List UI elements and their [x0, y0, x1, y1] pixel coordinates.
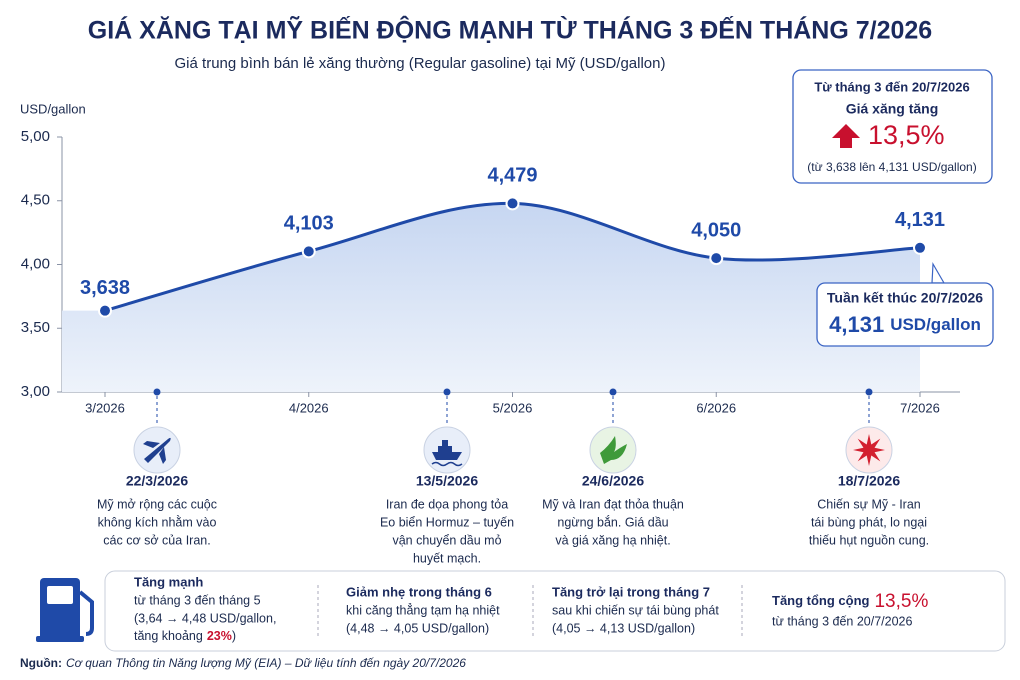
value-label: 4,103 — [284, 213, 334, 235]
event-text: Mỹ và Iran đạt thỏa thuận — [542, 497, 684, 511]
plane-icon — [143, 437, 171, 464]
event-text: và giá xăng hạ nhiệt. — [555, 533, 670, 547]
summary-dividers — [317, 585, 743, 638]
change-label: Giá xăng tăng — [846, 101, 939, 117]
y-tick-label: 4,50 — [21, 192, 50, 209]
summary-line: từ tháng 3 đến tháng 5 — [134, 593, 261, 607]
change-detail: (từ 3,638 lên 4,131 USD/gallon) — [807, 160, 976, 174]
event: 13/5/2026 Iran đe dọa phong tỏa Eo biển Ho… — [380, 388, 514, 565]
summary-highlight: 13,5% — [874, 591, 928, 612]
event-text: Mỹ mở rộng các cuộc — [97, 497, 217, 511]
event-dot — [153, 388, 161, 396]
y-tick-label: 5,00 — [21, 128, 50, 145]
event-date: 18/7/2026 — [838, 473, 900, 489]
event-text: Chiến sự Mỹ - Iran — [817, 497, 921, 511]
value-label: 3,638 — [80, 277, 130, 299]
event-dot — [865, 388, 873, 396]
event-dot — [609, 388, 617, 396]
summary-text: ) — [232, 629, 236, 643]
point — [505, 196, 520, 211]
explosion-icon — [853, 434, 885, 466]
x-tick-label: 5/2026 — [493, 400, 533, 415]
summary-line: (4,48 → 4,05 USD/gallon) — [346, 621, 489, 635]
summary-heading-line: Tăng tổng cộng 13,5% — [772, 591, 928, 612]
source: Nguồn: Cơ quan Thông tin Năng lượng Mỹ (E… — [20, 656, 466, 670]
summary-heading: Giảm nhẹ trong tháng 6 — [346, 584, 492, 599]
event-text: tái bùng phát, lo ngại — [811, 515, 927, 529]
x-tick-label: 4/2026 — [289, 400, 329, 415]
event-date: 13/5/2026 — [416, 473, 478, 489]
ship-icon — [432, 440, 462, 460]
up-arrow — [832, 124, 860, 148]
latest-value: 4,131 — [829, 312, 884, 337]
value-label: 4,479 — [487, 165, 537, 187]
area — [62, 203, 920, 392]
summary-highlight: 23% — [207, 629, 232, 643]
y-tick-label: 3,00 — [21, 383, 50, 400]
event-text: huyết mạch. — [413, 551, 481, 565]
summary-line: (3,64 → 4,48 USD/gallon, — [134, 611, 276, 625]
event-text: vận chuyển dầu mỏ — [392, 533, 501, 547]
latest-value-line: 4,131 USD/gallon — [829, 312, 981, 337]
event-text: không kích nhằm vào — [98, 514, 217, 529]
events: 22/3/2026 Mỹ mở rộng các cuộc không kích n… — [97, 388, 929, 565]
chart-title: GIÁ XĂNG TẠI MỸ BIẾN ĐỘNG MẠNH TỪ THÁNG … — [88, 15, 932, 45]
point — [98, 303, 112, 318]
event-text: thiếu hụt nguồn cung. — [809, 533, 929, 547]
event: 22/3/2026 Mỹ mở rộng các cuộc không kích n… — [97, 388, 217, 547]
value-label: 4,131 — [895, 209, 945, 231]
summary-line: tăng khoảng 23%) — [134, 629, 236, 643]
chart-subtitle: Giá trung bình bán lẻ xăng thường (Regul… — [175, 55, 666, 72]
wave — [431, 461, 463, 467]
change-value: 13,5% — [868, 120, 945, 150]
event-text: Eo biển Hormuz – tuyến — [380, 515, 514, 529]
point — [913, 240, 927, 255]
event-text: Iran đe dọa phong tỏa — [386, 497, 508, 511]
event-text: các cơ sở của Iran. — [103, 533, 210, 547]
x-tick-label: 6/2026 — [696, 400, 736, 415]
source-text: Cơ quan Thông tin Năng lượng Mỹ (EIA) – … — [66, 656, 466, 670]
summary-line: từ tháng 3 đến 20/7/2026 — [772, 614, 912, 628]
summary-line: (4,05 → 4,13 USD/gallon) — [552, 621, 695, 635]
event: 18/7/2026 Chiến sự Mỹ - Iran tái bùng phát… — [809, 388, 929, 547]
plot: 3,00 3,50 4,00 4,50 5,00 3/2026 4/2026 5/2026 6/… — [21, 128, 960, 415]
summary-text: tăng khoảng — [134, 629, 203, 643]
point — [709, 251, 724, 266]
latest-box — [816, 282, 994, 347]
summary-heading: Tăng mạnh — [134, 574, 203, 589]
dove-icon — [600, 436, 627, 464]
event-date: 24/6/2026 — [582, 473, 644, 489]
pump-icon — [36, 578, 94, 642]
value-label: 4,050 — [691, 219, 741, 241]
latest-label: Tuần kết thúc 20/7/2026 — [827, 290, 983, 306]
latest-unit: USD/gallon — [890, 315, 981, 334]
x-tick-label: 3/2026 — [85, 400, 125, 415]
y-axis-label: USD/gallon — [20, 101, 86, 116]
summary-line: khi căng thẳng tạm hạ nhiệt — [346, 602, 500, 617]
summary-heading: Tăng tổng cộng — [772, 593, 870, 608]
summary-box — [104, 570, 1006, 652]
y-tick-label: 3,50 — [21, 319, 50, 336]
event: 24/6/2026 Mỹ và Iran đạt thỏa thuận ngừng … — [542, 388, 684, 547]
change-box — [792, 69, 993, 184]
summary-heading: Tăng trở lại trong tháng 7 — [552, 584, 710, 599]
event-dot — [443, 388, 451, 396]
pointer — [931, 261, 946, 284]
event-text: ngừng bắn. Giá dầu — [557, 514, 668, 529]
source-label: Nguồn: — [20, 656, 62, 670]
change-period: Từ tháng 3 đến 20/7/2026 — [814, 79, 969, 94]
x-tick-label: 7/2026 — [900, 400, 940, 415]
y-tick-label: 4,00 — [21, 255, 50, 272]
point — [301, 244, 316, 259]
event-date: 22/3/2026 — [126, 473, 188, 489]
summary-line: sau khi chiến sự tái bùng phát — [552, 603, 719, 617]
